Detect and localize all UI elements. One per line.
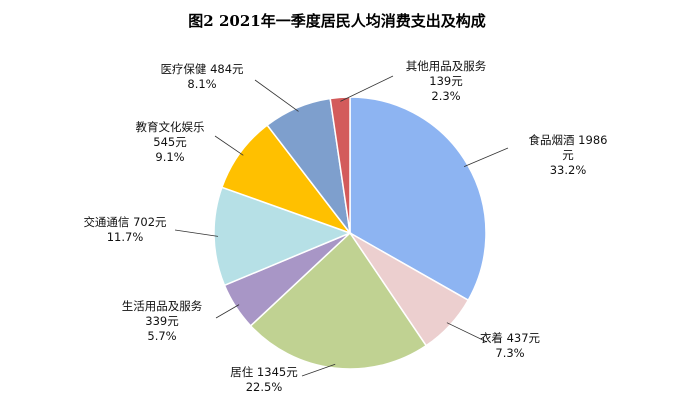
slice-label-line: 9.1% xyxy=(155,150,184,164)
slice-label-line: 8.1% xyxy=(187,77,216,91)
slice-label-line: 医疗保健 484元 xyxy=(160,62,244,76)
leader-line-8 xyxy=(340,75,394,102)
leader-line-5 xyxy=(174,229,219,237)
slice-label-line: 衣着 437元 xyxy=(480,331,541,345)
slice-label-line: 33.2% xyxy=(550,163,587,177)
slice-label-8: 其他用品及服务 139元 2.3% xyxy=(406,59,487,103)
pie-slice-5 xyxy=(213,186,353,287)
leader-lines xyxy=(174,75,509,377)
leader-line-3 xyxy=(301,363,336,377)
slice-label-line: 339元 xyxy=(145,314,179,328)
slice-label-7: 医疗保健 484元 8.1% xyxy=(160,62,244,91)
leader-line-2 xyxy=(446,322,488,343)
slice-label-line: 545元 xyxy=(153,135,187,149)
slice-label-5: 交通通信 702元 11.7% xyxy=(83,215,167,244)
slice-label-line: 居住 1345元 xyxy=(230,365,298,379)
slice-label-1: 食品烟酒 1986 元 33.2% xyxy=(529,133,608,177)
chart-title: 图2 2021年一季度居民人均消费支出及构成 xyxy=(188,12,485,30)
pie-slices xyxy=(213,96,487,370)
slice-label-2: 衣着 437元 7.3% xyxy=(480,331,541,360)
leader-line-1 xyxy=(463,147,509,167)
leader-line-6 xyxy=(214,135,244,156)
slice-label-line: 11.7% xyxy=(107,230,144,244)
slice-label-line: 交通通信 702元 xyxy=(83,215,167,229)
slice-labels: 食品烟酒 1986 元 33.2% 衣着 437元 7.3% 居住 1345元 22.5% 生… xyxy=(83,59,607,394)
slice-label-line: 22.5% xyxy=(246,380,283,394)
leader-line-4 xyxy=(215,304,240,319)
slice-label-6: 教育文化娱乐 545元 9.1% xyxy=(136,120,205,164)
slice-label-3: 居住 1345元 22.5% xyxy=(230,365,298,394)
slice-label-line: 食品烟酒 1986 xyxy=(529,133,608,147)
pie-slice-1 xyxy=(349,96,487,302)
slice-label-line: 2.3% xyxy=(431,89,460,103)
slice-label-line: 5.7% xyxy=(147,329,176,343)
slice-label-line: 元 xyxy=(562,148,574,162)
slice-label-line: 其他用品及服务 xyxy=(406,59,487,73)
slice-label-4: 生活用品及服务 339元 5.7% xyxy=(122,299,203,343)
slice-label-line: 139元 xyxy=(429,74,463,88)
slice-label-line: 生活用品及服务 xyxy=(122,299,203,313)
slice-label-line: 7.3% xyxy=(495,346,524,360)
slice-label-line: 教育文化娱乐 xyxy=(136,120,205,134)
leader-line-7 xyxy=(254,79,299,112)
pie-slice-3 xyxy=(249,231,428,370)
